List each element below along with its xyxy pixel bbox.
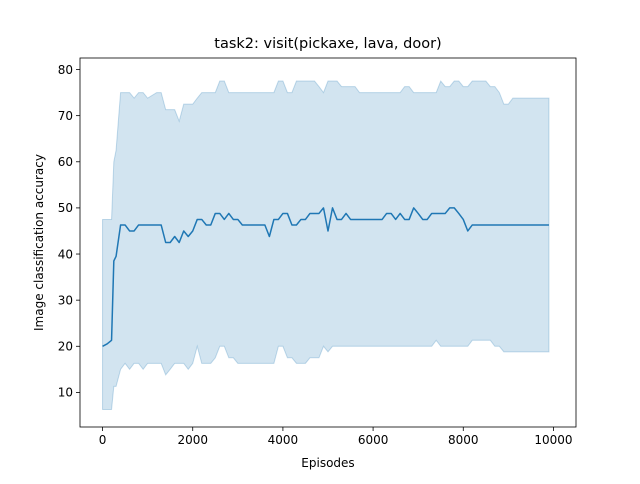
confidence-band: [102, 80, 550, 410]
y-tick-label: 50: [58, 201, 73, 215]
x-tick-label: 0: [99, 433, 107, 447]
mean-accuracy-line: [102, 207, 549, 347]
y-axis-ticks: 10 20 30 40 50 60 70 80: [58, 63, 80, 400]
x-axis-ticks: 0 2000 4000 6000 8000 10000: [99, 427, 573, 447]
x-tick-label: 10000: [534, 433, 572, 447]
y-tick-label: 30: [58, 293, 73, 307]
axes-frame: [79, 57, 577, 428]
y-tick-label: 10: [58, 386, 73, 400]
x-tick-label: 6000: [358, 433, 389, 447]
x-tick-label: 4000: [268, 433, 299, 447]
y-axis-label: Image classification accuracy: [32, 154, 46, 331]
x-tick-label: 2000: [177, 433, 208, 447]
y-tick-label: 60: [58, 155, 73, 169]
y-tick-label: 40: [58, 247, 73, 261]
chart-title: task2: visit(pickaxe, lava, door): [214, 36, 441, 52]
y-tick-label: 70: [58, 109, 73, 123]
plot-area: [102, 80, 550, 410]
x-axis-label: Episodes: [301, 456, 354, 470]
x-tick-label: 8000: [448, 433, 479, 447]
y-tick-label: 80: [58, 63, 73, 77]
y-tick-label: 20: [58, 340, 73, 354]
